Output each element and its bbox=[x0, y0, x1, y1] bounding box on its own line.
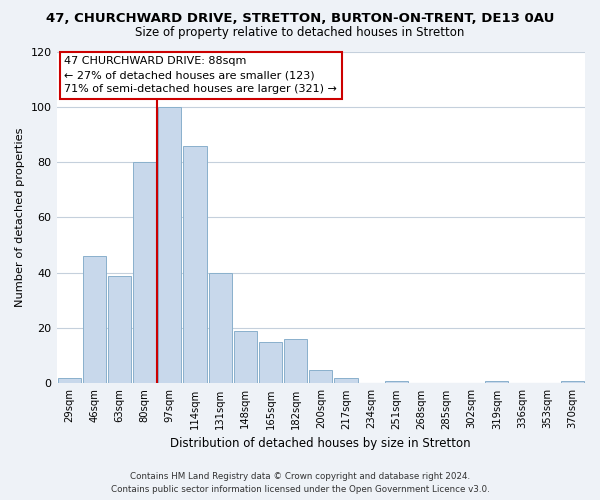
Bar bbox=[259, 342, 282, 384]
Bar bbox=[108, 276, 131, 384]
Bar bbox=[158, 107, 181, 384]
Bar bbox=[284, 339, 307, 384]
Bar bbox=[184, 146, 206, 384]
Bar bbox=[309, 370, 332, 384]
Bar bbox=[83, 256, 106, 384]
Y-axis label: Number of detached properties: Number of detached properties bbox=[15, 128, 25, 307]
Text: Size of property relative to detached houses in Stretton: Size of property relative to detached ho… bbox=[136, 26, 464, 39]
Text: 47 CHURCHWARD DRIVE: 88sqm
← 27% of detached houses are smaller (123)
71% of sem: 47 CHURCHWARD DRIVE: 88sqm ← 27% of deta… bbox=[64, 56, 337, 94]
Bar bbox=[58, 378, 80, 384]
Bar bbox=[334, 378, 358, 384]
Text: 47, CHURCHWARD DRIVE, STRETTON, BURTON-ON-TRENT, DE13 0AU: 47, CHURCHWARD DRIVE, STRETTON, BURTON-O… bbox=[46, 12, 554, 26]
Bar bbox=[485, 380, 508, 384]
X-axis label: Distribution of detached houses by size in Stretton: Distribution of detached houses by size … bbox=[170, 437, 471, 450]
Bar bbox=[133, 162, 156, 384]
Bar bbox=[385, 380, 408, 384]
Bar bbox=[209, 273, 232, 384]
Bar bbox=[234, 331, 257, 384]
Bar bbox=[561, 380, 584, 384]
Text: Contains HM Land Registry data © Crown copyright and database right 2024.
Contai: Contains HM Land Registry data © Crown c… bbox=[110, 472, 490, 494]
